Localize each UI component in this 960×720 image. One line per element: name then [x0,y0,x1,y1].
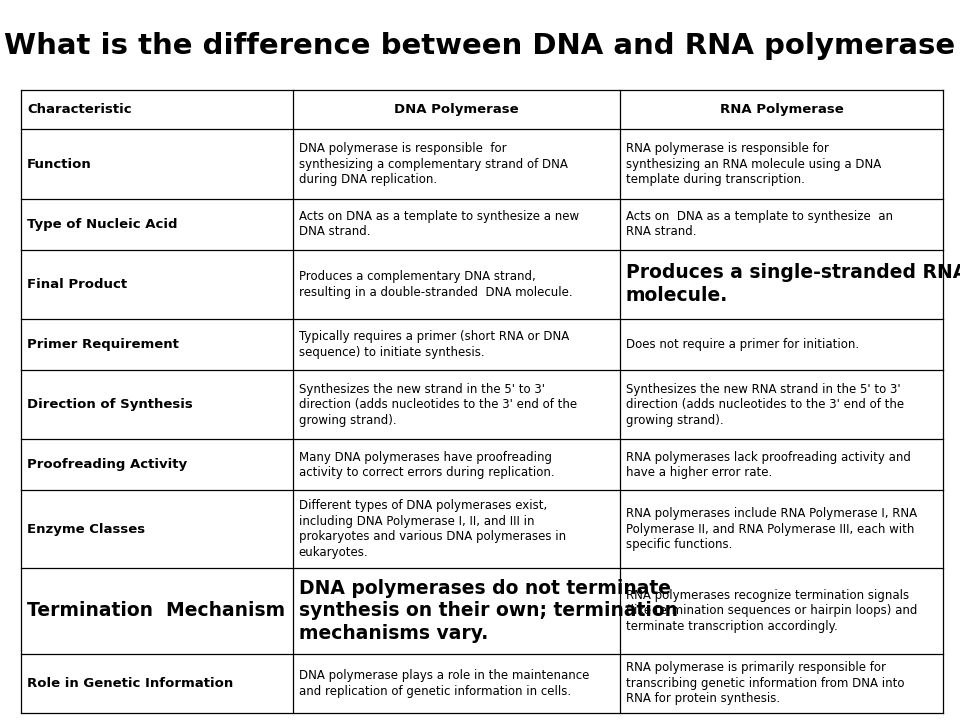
Text: Produces a single-stranded RNA
molecule.: Produces a single-stranded RNA molecule. [626,264,960,305]
Text: Characteristic: Characteristic [27,103,132,116]
Text: What is the difference between DNA and RNA polymerase: What is the difference between DNA and R… [5,32,955,60]
Text: Synthesizes the new RNA strand in the 5' to 3'
direction (adds nucleotides to th: Synthesizes the new RNA strand in the 5'… [626,382,904,427]
Text: Function: Function [27,158,91,171]
Text: RNA polymerase is primarily responsible for
transcribing genetic information fro: RNA polymerase is primarily responsible … [626,662,904,706]
Text: Direction of Synthesis: Direction of Synthesis [27,398,193,411]
Text: Proofreading Activity: Proofreading Activity [27,459,187,472]
Text: Produces a complementary DNA strand,
resulting in a double-stranded  DNA molecul: Produces a complementary DNA strand, res… [299,270,572,299]
Text: RNA polymerases lack proofreading activity and
have a higher error rate.: RNA polymerases lack proofreading activi… [626,451,911,479]
Text: Many DNA polymerases have proofreading
activity to correct errors during replica: Many DNA polymerases have proofreading a… [299,451,554,479]
Text: Typically requires a primer (short RNA or DNA
sequence) to initiate synthesis.: Typically requires a primer (short RNA o… [299,330,569,359]
Text: Does not require a primer for initiation.: Does not require a primer for initiation… [626,338,859,351]
Text: DNA polymerase is responsible  for
synthesizing a complementary strand of DNA
du: DNA polymerase is responsible for synthe… [299,142,567,186]
Text: RNA polymerase is responsible for
synthesizing an RNA molecule using a DNA
templ: RNA polymerase is responsible for synthe… [626,142,881,186]
Text: DNA polymerase plays a role in the maintenance
and replication of genetic inform: DNA polymerase plays a role in the maint… [299,669,589,698]
Text: Acts on  DNA as a template to synthesize  an
RNA strand.: Acts on DNA as a template to synthesize … [626,210,893,238]
Text: Different types of DNA polymerases exist,
including DNA Polymerase I, II, and II: Different types of DNA polymerases exist… [299,499,565,559]
Text: RNA polymerases include RNA Polymerase I, RNA
Polymerase II, and RNA Polymerase : RNA polymerases include RNA Polymerase I… [626,507,917,551]
Text: Synthesizes the new strand in the 5' to 3'
direction (adds nucleotides to the 3': Synthesizes the new strand in the 5' to … [299,382,577,427]
Text: DNA polymerases do not terminate
synthesis on their own; termination
mechanisms : DNA polymerases do not terminate synthes… [299,579,678,643]
Text: Primer Requirement: Primer Requirement [27,338,179,351]
Text: Type of Nucleic Acid: Type of Nucleic Acid [27,217,178,230]
Text: Role in Genetic Information: Role in Genetic Information [27,677,233,690]
Text: Termination  Mechanism: Termination Mechanism [27,601,285,621]
Text: RNA polymerases recognize termination signals
(like termination sequences or hai: RNA polymerases recognize termination si… [626,589,918,633]
Text: Final Product: Final Product [27,278,127,291]
Text: Enzyme Classes: Enzyme Classes [27,523,145,536]
Text: DNA Polymerase: DNA Polymerase [395,103,519,116]
Text: RNA Polymerase: RNA Polymerase [720,103,843,116]
Text: Acts on DNA as a template to synthesize a new
DNA strand.: Acts on DNA as a template to synthesize … [299,210,579,238]
